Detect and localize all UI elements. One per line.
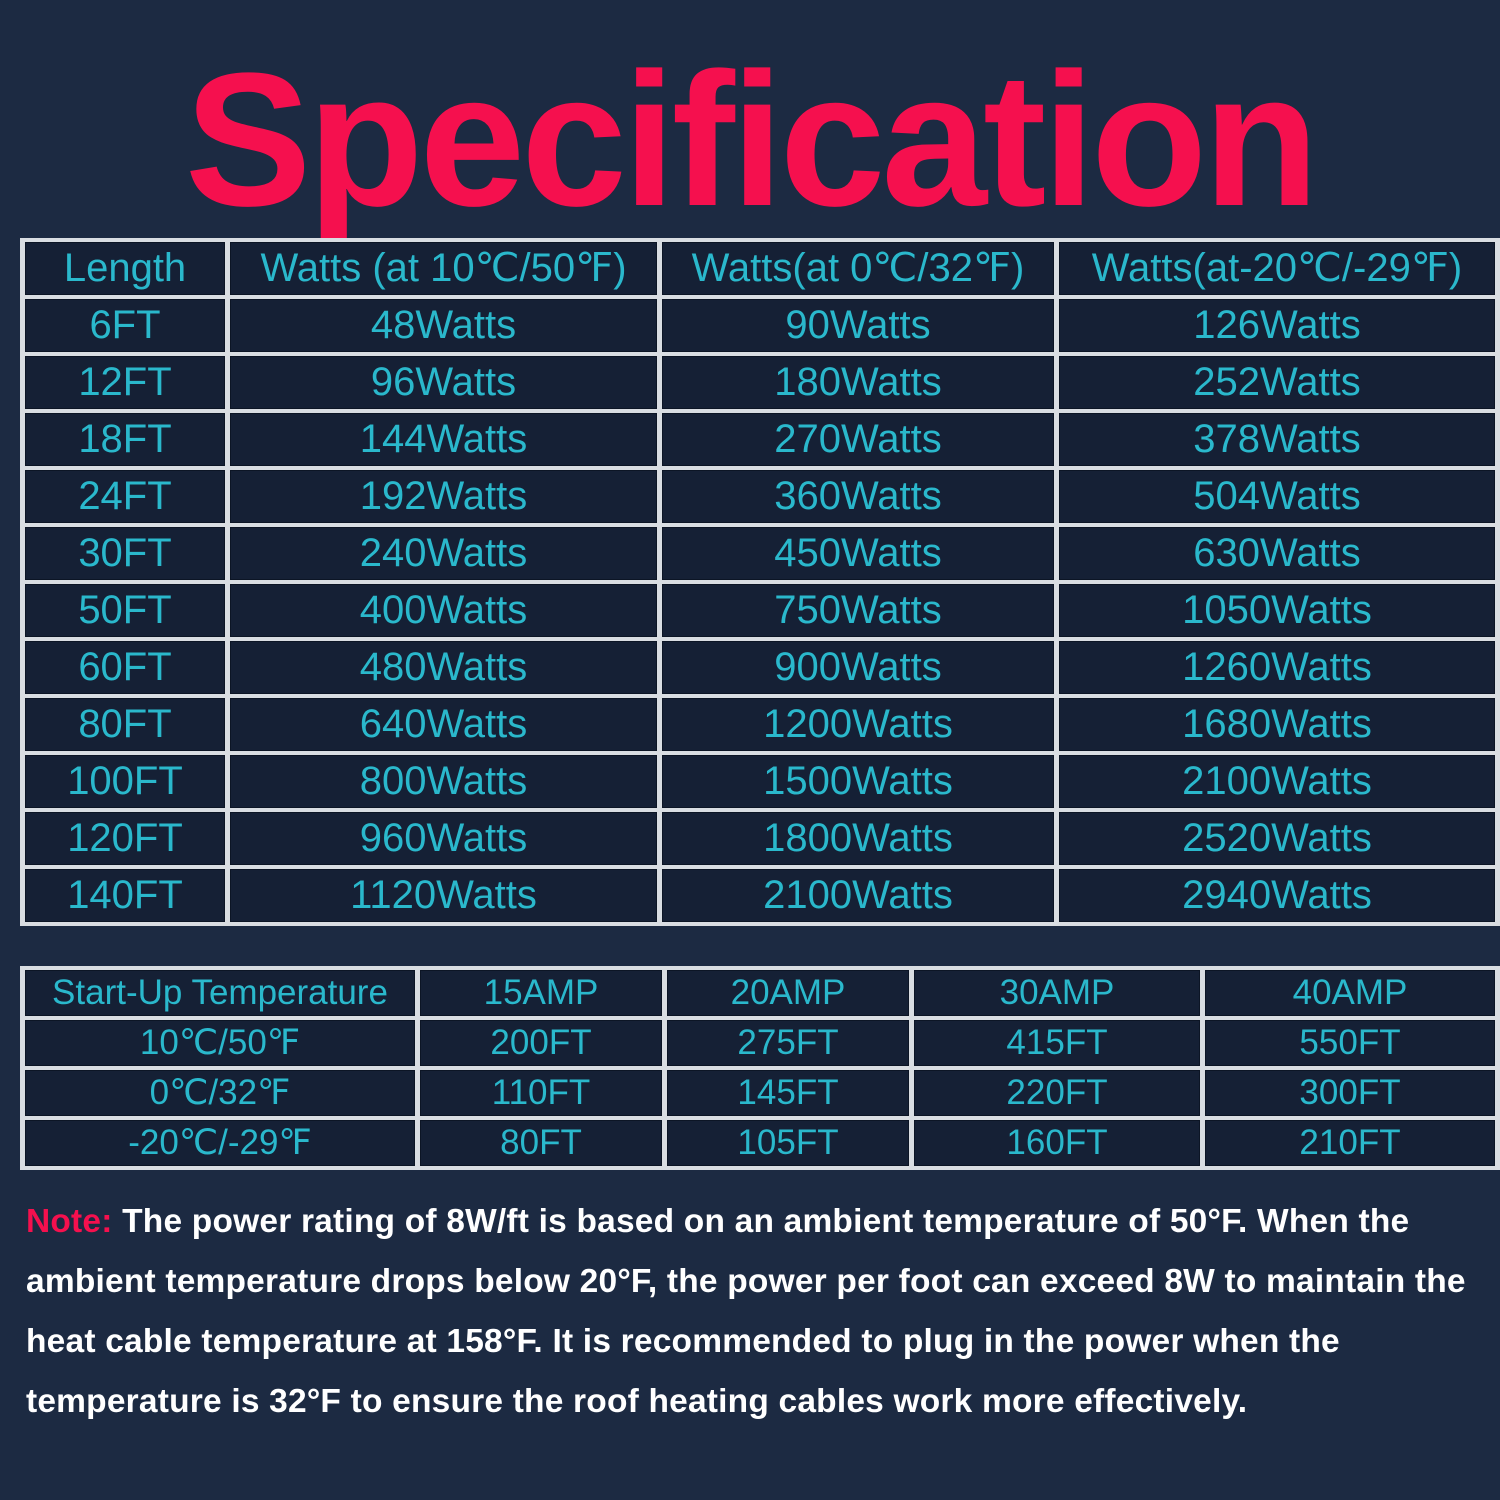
watts-table-cell: 1120Watts xyxy=(230,869,657,922)
watts-table-cell: 640Watts xyxy=(230,698,657,751)
amp-table-cell: -20℃/-29℉ xyxy=(25,1120,415,1166)
watts-table-cell: 6FT xyxy=(25,299,225,352)
amp-table-cell: 80FT xyxy=(420,1120,662,1166)
watts-table-cell: 270Watts xyxy=(662,413,1054,466)
watts-table-header-row: Length Watts (at 10℃/50℉) Watts(at 0℃/32℉)… xyxy=(25,242,1495,295)
watts-table-cell: 960Watts xyxy=(230,812,657,865)
watts-table-cell: 48Watts xyxy=(230,299,657,352)
watts-table-cell: 180Watts xyxy=(662,356,1054,409)
amp-table-cell: 145FT xyxy=(667,1070,909,1116)
watts-table-cell: 800Watts xyxy=(230,755,657,808)
amp-table-header-cell: 40AMP xyxy=(1205,970,1495,1016)
watts-table-cell: 480Watts xyxy=(230,641,657,694)
watts-table-cell: 96Watts xyxy=(230,356,657,409)
watts-table-cell: 100FT xyxy=(25,755,225,808)
watts-table-cell: 24FT xyxy=(25,470,225,523)
watts-table-cell: 140FT xyxy=(25,869,225,922)
watts-table-cell: 2100Watts xyxy=(1059,755,1495,808)
amp-table-row: 0℃/32℉ 110FT 145FT 220FT 300FT xyxy=(25,1070,1495,1116)
watts-table-cell: 450Watts xyxy=(662,527,1054,580)
amp-table-cell: 200FT xyxy=(420,1020,662,1066)
amp-table-cell: 550FT xyxy=(1205,1020,1495,1066)
watts-table-cell: 1050Watts xyxy=(1059,584,1495,637)
watts-table-cell: 2940Watts xyxy=(1059,869,1495,922)
note-paragraph: Note: The power rating of 8W/ft is based… xyxy=(26,1192,1486,1432)
watts-table-cell: 252Watts xyxy=(1059,356,1495,409)
watts-table-row: 50FT 400Watts 750Watts 1050Watts xyxy=(25,584,1495,637)
watts-table-cell: 1500Watts xyxy=(662,755,1054,808)
watts-table-cell: 900Watts xyxy=(662,641,1054,694)
watts-table-cell: 2520Watts xyxy=(1059,812,1495,865)
amp-table-cell: 220FT xyxy=(914,1070,1200,1116)
amp-table-row: 10℃/50℉ 200FT 275FT 415FT 550FT xyxy=(25,1020,1495,1066)
note-label: Note: xyxy=(26,1203,113,1240)
watts-table-cell: 2100Watts xyxy=(662,869,1054,922)
watts-table-cell: 1680Watts xyxy=(1059,698,1495,751)
amp-table-header-cell: 15AMP xyxy=(420,970,662,1016)
watts-table-cell: 30FT xyxy=(25,527,225,580)
amp-table-cell: 110FT xyxy=(420,1070,662,1116)
amp-table: Start-Up Temperature 15AMP 20AMP 30AMP 40AMP… xyxy=(20,966,1500,1170)
watts-table-cell: 630Watts xyxy=(1059,527,1495,580)
watts-table-cell: 1200Watts xyxy=(662,698,1054,751)
watts-table-cell: 12FT xyxy=(25,356,225,409)
amp-table-cell: 210FT xyxy=(1205,1120,1495,1166)
watts-table-row: 60FT 480Watts 900Watts 1260Watts xyxy=(25,641,1495,694)
amp-table-row: -20℃/-29℉ 80FT 105FT 160FT 210FT xyxy=(25,1120,1495,1166)
watts-table-cell: 144Watts xyxy=(230,413,657,466)
amp-table-cell: 105FT xyxy=(667,1120,909,1166)
watts-table-cell: 400Watts xyxy=(230,584,657,637)
watts-table-cell: 60FT xyxy=(25,641,225,694)
watts-table-row: 12FT 96Watts 180Watts 252Watts xyxy=(25,356,1495,409)
watts-table-cell: 126Watts xyxy=(1059,299,1495,352)
watts-table-cell: 18FT xyxy=(25,413,225,466)
amp-table-header-cell: 20AMP xyxy=(667,970,909,1016)
amp-table-cell: 160FT xyxy=(914,1120,1200,1166)
watts-table-row: 18FT 144Watts 270Watts 378Watts xyxy=(25,413,1495,466)
amp-table-cell: 275FT xyxy=(667,1020,909,1066)
watts-table-cell: 1800Watts xyxy=(662,812,1054,865)
watts-table-header-cell: Watts(at-20℃/-29℉) xyxy=(1059,242,1495,295)
watts-table-header-cell: Watts(at 0℃/32℉) xyxy=(662,242,1054,295)
amp-table-cell: 0℃/32℉ xyxy=(25,1070,415,1116)
watts-table-cell: 90Watts xyxy=(662,299,1054,352)
watts-table-cell: 50FT xyxy=(25,584,225,637)
watts-table-cell: 240Watts xyxy=(230,527,657,580)
amp-table-body: Start-Up Temperature 15AMP 20AMP 30AMP 40AMP… xyxy=(25,970,1495,1166)
page-title: Specification xyxy=(184,34,1320,246)
watts-table-row: 30FT 240Watts 450Watts 630Watts xyxy=(25,527,1495,580)
watts-table-row: 6FT 48Watts 90Watts 126Watts xyxy=(25,299,1495,352)
watts-table: Length Watts (at 10℃/50℉) Watts(at 0℃/32℉)… xyxy=(20,238,1500,926)
watts-table-cell: 360Watts xyxy=(662,470,1054,523)
amp-table-cell: 10℃/50℉ xyxy=(25,1020,415,1066)
watts-table-cell: 504Watts xyxy=(1059,470,1495,523)
watts-table-header-cell: Watts (at 10℃/50℉) xyxy=(230,242,657,295)
amp-table-cell: 300FT xyxy=(1205,1070,1495,1116)
watts-table-row: 120FT 960Watts 1800Watts 2520Watts xyxy=(25,812,1495,865)
watts-table-cell: 192Watts xyxy=(230,470,657,523)
watts-table-row: 24FT 192Watts 360Watts 504Watts xyxy=(25,470,1495,523)
watts-table-cell: 80FT xyxy=(25,698,225,751)
watts-table-row: 80FT 640Watts 1200Watts 1680Watts xyxy=(25,698,1495,751)
watts-table-row: 100FT 800Watts 1500Watts 2100Watts xyxy=(25,755,1495,808)
amp-table-cell: 415FT xyxy=(914,1020,1200,1066)
amp-table-header-cell: 30AMP xyxy=(914,970,1200,1016)
watts-table-cell: 750Watts xyxy=(662,584,1054,637)
watts-table-row: 140FT 1120Watts 2100Watts 2940Watts xyxy=(25,869,1495,922)
watts-table-body: Length Watts (at 10℃/50℉) Watts(at 0℃/32℉)… xyxy=(25,242,1495,922)
watts-table-header-cell: Length xyxy=(25,242,225,295)
watts-table-cell: 1260Watts xyxy=(1059,641,1495,694)
amp-table-header-row: Start-Up Temperature 15AMP 20AMP 30AMP 40AMP xyxy=(25,970,1495,1016)
amp-table-header-cell: Start-Up Temperature xyxy=(25,970,415,1016)
watts-table-cell: 120FT xyxy=(25,812,225,865)
note-text: The power rating of 8W/ft is based on an… xyxy=(26,1203,1466,1420)
watts-table-cell: 378Watts xyxy=(1059,413,1495,466)
